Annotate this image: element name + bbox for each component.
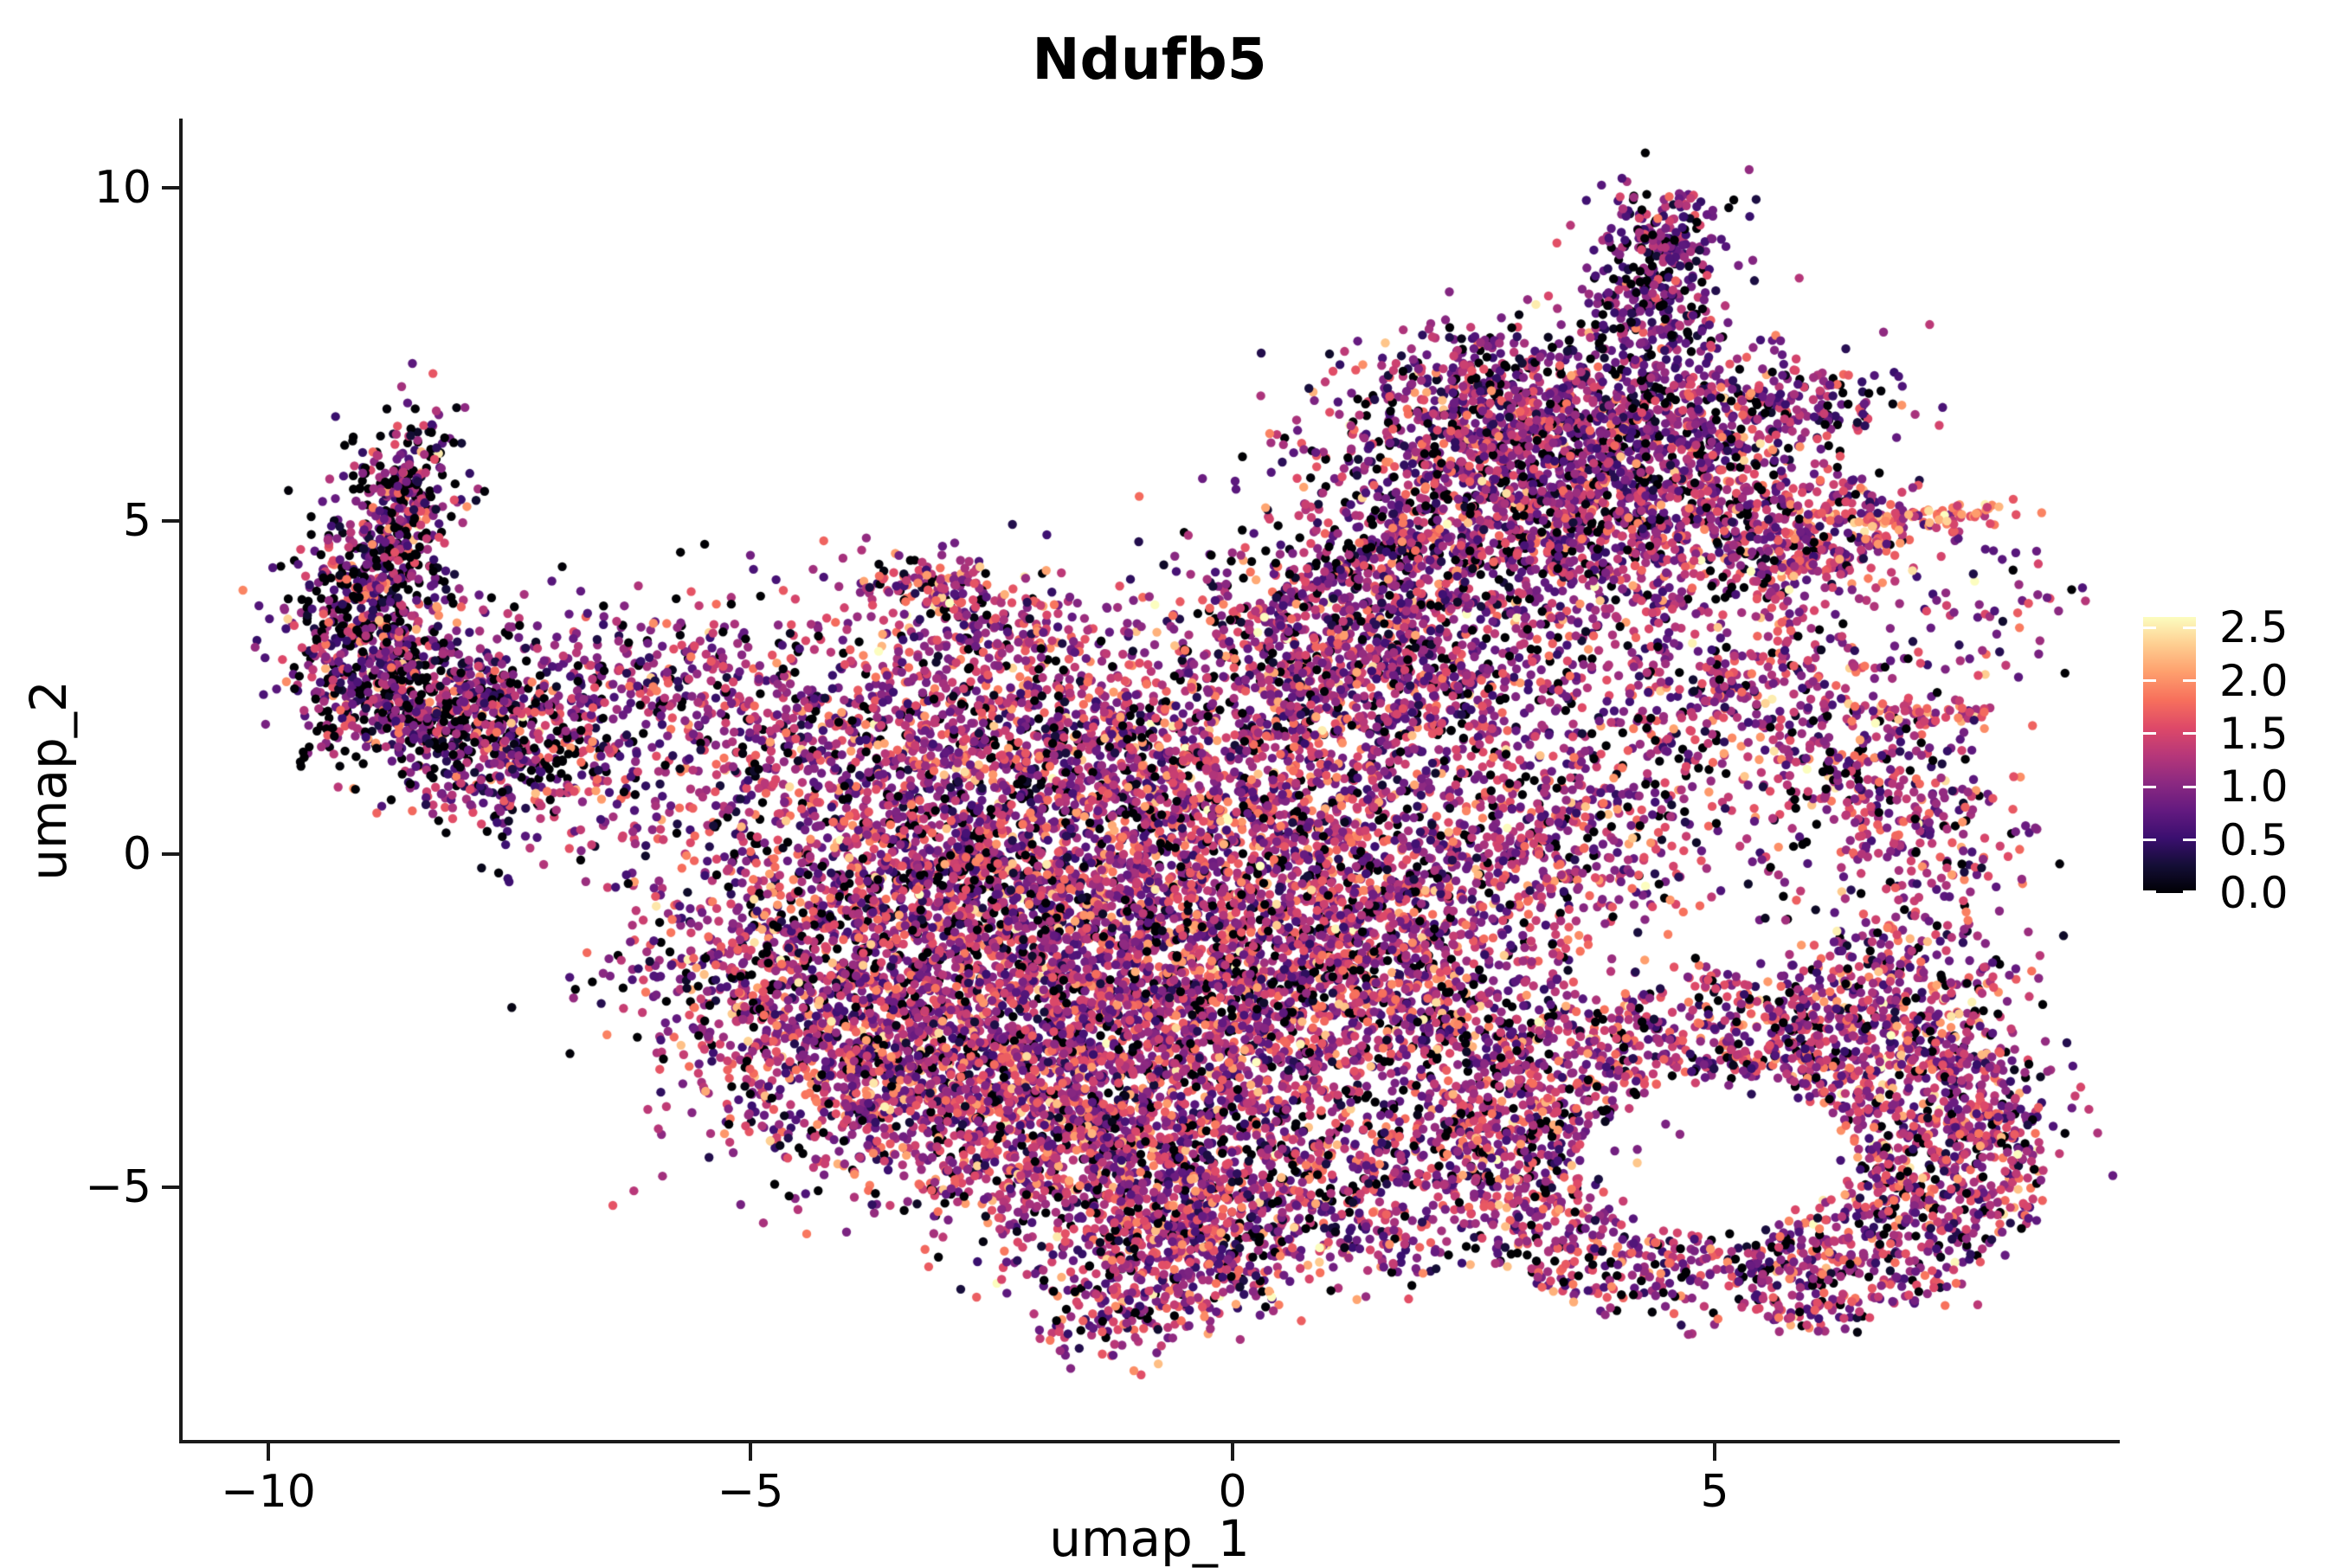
x-tick-mark: [267, 1443, 270, 1461]
colorbar-tick-label: 1.5: [2219, 708, 2289, 759]
colorbar-tick-mark: [2143, 679, 2156, 683]
x-tick-label: −5: [717, 1466, 784, 1518]
y-tick-mark: [162, 852, 179, 856]
x-tick-label: 5: [1700, 1466, 1729, 1518]
colorbar-tick-mark: [2183, 679, 2196, 683]
colorbar-tick-label: 2.0: [2219, 655, 2289, 706]
colorbar-tick-mark: [2143, 890, 2156, 893]
colorbar-tick-label: 0.5: [2219, 814, 2289, 865]
y-tick-label: 0: [122, 828, 151, 880]
colorbar-tick-mark: [2143, 732, 2156, 736]
colorbar-legend: 2.5 2.0 1.5 1.0 0.5 0.0: [2143, 602, 2337, 918]
x-axis-ticks: −10 −5 0 5: [0, 1443, 2337, 1530]
y-tick-label: −5: [85, 1161, 151, 1213]
x-tick-label: −10: [221, 1466, 316, 1518]
colorbar-tick-mark: [2183, 626, 2196, 629]
y-tick-label: 10: [93, 162, 151, 214]
colorbar-tick-label: 1.0: [2219, 762, 2289, 813]
y-tick-label: 5: [122, 495, 151, 547]
y-axis-ticks: 10 5 0 −5: [85, 0, 179, 1558]
colorbar-tick-mark: [2143, 626, 2156, 629]
x-tick-mark: [1713, 1443, 1716, 1461]
x-axis-title: umap_1: [1049, 1509, 1250, 1568]
y-tick-mark: [162, 519, 179, 523]
colorbar-tick-mark: [2183, 839, 2196, 842]
colorbar-gradient: [2143, 617, 2196, 893]
y-axis-title: umap_2: [19, 680, 78, 881]
y-tick-mark: [162, 1186, 179, 1189]
colorbar-tick-mark: [2183, 890, 2196, 893]
y-tick-mark: [162, 186, 179, 190]
x-axis-line: [179, 1440, 2120, 1443]
x-tick-mark: [749, 1443, 752, 1461]
colorbar-tick-label: 2.5: [2219, 602, 2289, 653]
colorbar-tick-mark: [2143, 785, 2156, 788]
colorbar-tick-mark: [2183, 785, 2196, 788]
x-tick-label: 0: [1218, 1466, 1247, 1518]
colorbar-tick-label: 0.0: [2219, 868, 2289, 918]
colorbar-tick-mark: [2143, 839, 2156, 842]
chart-title: Ndufb5: [1032, 26, 1267, 93]
x-tick-mark: [1231, 1443, 1234, 1461]
colorbar-tick-mark: [2183, 732, 2196, 736]
y-axis-line: [179, 119, 183, 1443]
